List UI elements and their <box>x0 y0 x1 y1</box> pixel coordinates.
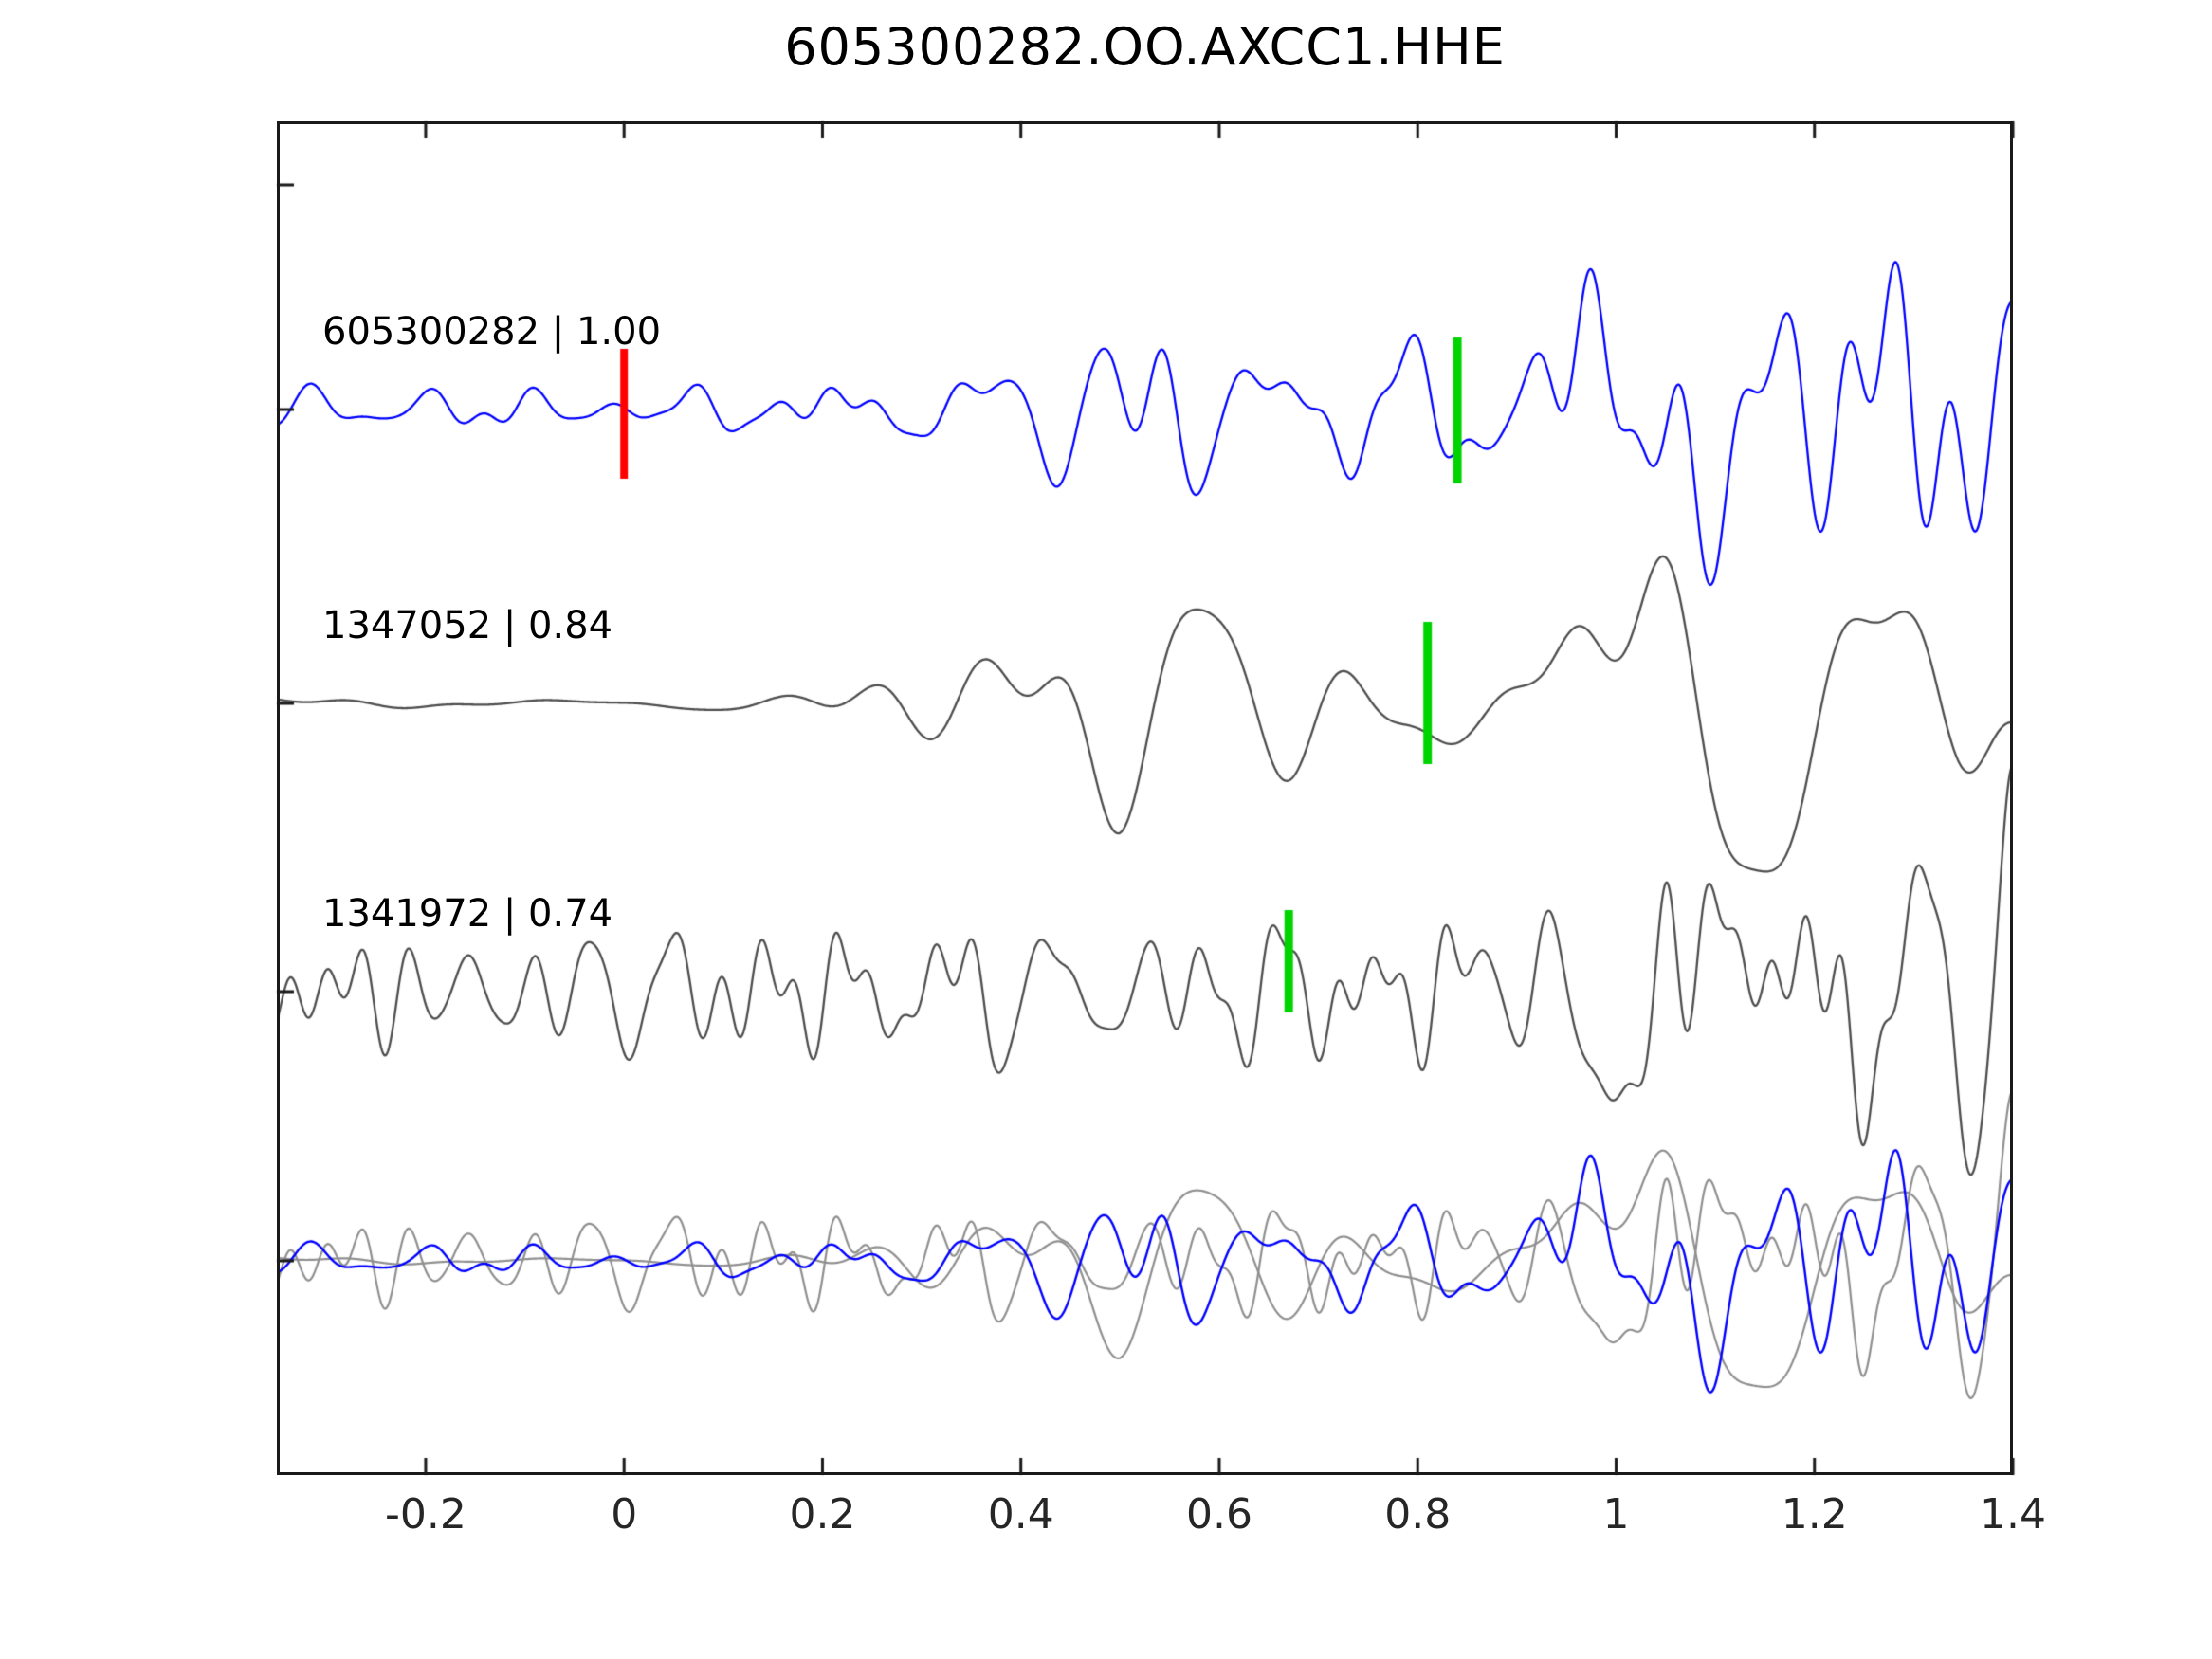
x-tick-label: 1 <box>1602 1490 1630 1539</box>
x-tick-label: 0.4 <box>987 1490 1054 1539</box>
x-tick-label: 1.4 <box>1980 1490 2046 1539</box>
x-tick-label: 0.8 <box>1384 1490 1452 1539</box>
x-tick-label: 0.6 <box>1185 1490 1252 1539</box>
trace-label-match-2: 1341972 | 0.74 <box>322 892 613 936</box>
x-tick-label: 0.2 <box>789 1490 856 1539</box>
plot-frame <box>277 121 2013 1475</box>
trace-label-match-1: 1347052 | 0.84 <box>322 604 613 647</box>
x-tick-label: -0.2 <box>385 1490 466 1539</box>
x-tick-label: 1.2 <box>1781 1490 1848 1539</box>
trace-label-reference: 605300282 | 1.00 <box>322 310 662 354</box>
x-tick-label: 0 <box>611 1490 638 1539</box>
